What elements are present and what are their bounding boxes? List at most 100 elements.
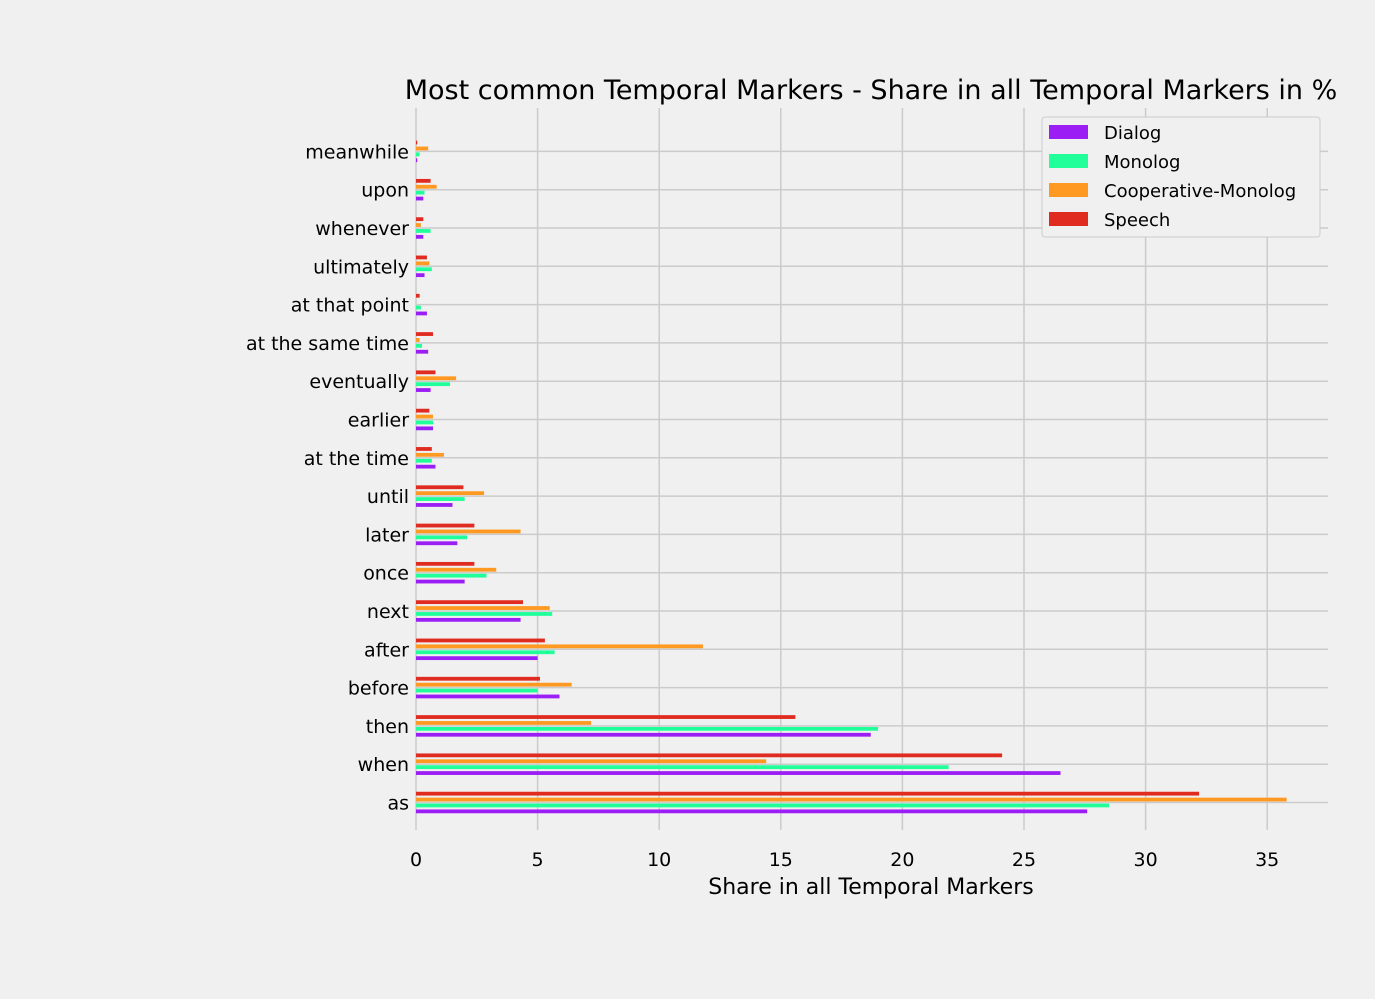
y-tick-labels: as when then before after next once later until a… <box>246 141 409 814</box>
bar <box>416 464 436 469</box>
bar <box>416 267 432 272</box>
bar <box>416 178 431 183</box>
bar <box>416 606 550 610</box>
bar <box>416 491 485 496</box>
bar <box>416 255 427 260</box>
y-tick-label: once <box>363 563 409 585</box>
bar <box>416 234 424 239</box>
bar <box>416 759 767 764</box>
y-tick-label: ultimately <box>313 256 409 278</box>
bar <box>416 600 524 605</box>
bar <box>416 573 487 578</box>
x-tick-label: 30 <box>1134 849 1158 871</box>
y-tick-label: then <box>366 716 409 738</box>
x-tick-label: 10 <box>647 849 671 871</box>
bar <box>416 497 465 501</box>
legend-label: Cooperative-Monolog <box>1104 181 1296 202</box>
y-tick-label: as <box>387 793 409 815</box>
bar <box>416 753 1003 758</box>
bar <box>416 223 421 227</box>
y-tick-label: meanwhile <box>305 141 409 163</box>
bar <box>416 305 421 310</box>
bar <box>416 650 555 655</box>
legend-label: Monolog <box>1104 152 1180 173</box>
legend: Dialog Monolog Cooperative-Monolog Speech <box>1041 116 1321 238</box>
chart-title: Most common Temporal Markers - Share in … <box>405 75 1338 106</box>
y-tick-label: later <box>365 524 409 546</box>
bar <box>416 447 432 451</box>
bar <box>416 523 475 528</box>
bar <box>416 420 434 425</box>
bar <box>416 535 468 540</box>
bar <box>416 452 444 457</box>
x-tick-label: 25 <box>1012 849 1036 871</box>
bar <box>416 426 434 431</box>
y-tick-label: whenever <box>315 218 409 240</box>
x-tick-label: 15 <box>769 849 793 871</box>
x-axis-label: Share in all Temporal Markers <box>708 875 1033 900</box>
bar <box>416 638 545 643</box>
y-tick-label: after <box>364 639 409 661</box>
bars <box>416 140 1287 814</box>
x-tick-labels: 0 5 10 15 20 25 30 35 <box>410 849 1279 871</box>
bar <box>416 349 429 354</box>
bar <box>416 338 420 342</box>
y-tick-label: at that point <box>291 295 409 317</box>
bar <box>416 158 418 163</box>
bar <box>416 273 425 278</box>
bar <box>416 644 703 649</box>
legend-label: Speech <box>1104 210 1170 231</box>
legend-swatch <box>1049 183 1088 197</box>
legend-swatch <box>1049 212 1088 226</box>
bar <box>416 146 429 151</box>
bar <box>416 261 430 266</box>
y-tick-label: eventually <box>309 371 409 393</box>
bar <box>416 579 465 584</box>
bar <box>416 694 560 699</box>
bar <box>416 688 538 693</box>
bar <box>416 612 553 616</box>
y-tick-label: when <box>358 754 409 776</box>
bar <box>416 414 434 419</box>
y-tick-label: at the same time <box>246 333 409 355</box>
bar <box>416 408 430 413</box>
bar <box>416 803 1110 808</box>
bar <box>416 656 538 661</box>
bar <box>416 376 457 381</box>
bar <box>416 229 431 233</box>
bar <box>416 190 425 195</box>
bar <box>416 184 437 189</box>
bar <box>416 567 497 572</box>
bar <box>416 809 1088 814</box>
bar <box>416 561 475 566</box>
bar <box>416 503 453 507</box>
bar <box>416 771 1061 775</box>
y-tick-label: before <box>348 678 409 700</box>
legend-box <box>1041 116 1321 238</box>
legend-swatch <box>1049 154 1088 168</box>
bar <box>416 765 949 770</box>
y-gridlines <box>416 150 1328 804</box>
bar <box>416 791 1200 796</box>
bar <box>416 721 592 725</box>
x-tick-label: 0 <box>410 849 422 871</box>
bar <box>416 382 451 387</box>
bar <box>416 676 541 681</box>
bar <box>416 715 796 719</box>
bar <box>416 152 420 157</box>
bar <box>416 485 464 490</box>
bar <box>416 140 418 145</box>
bar <box>416 732 871 737</box>
bar <box>416 541 458 546</box>
y-tick-label: upon <box>361 180 409 202</box>
bar <box>416 797 1287 802</box>
y-tick-label: at the time <box>304 448 409 470</box>
legend-swatch <box>1049 125 1088 139</box>
bar <box>416 370 436 375</box>
bar <box>416 529 521 534</box>
bar <box>416 343 423 348</box>
bar <box>416 726 879 731</box>
bar <box>416 332 434 336</box>
y-tick-label: until <box>367 486 409 508</box>
